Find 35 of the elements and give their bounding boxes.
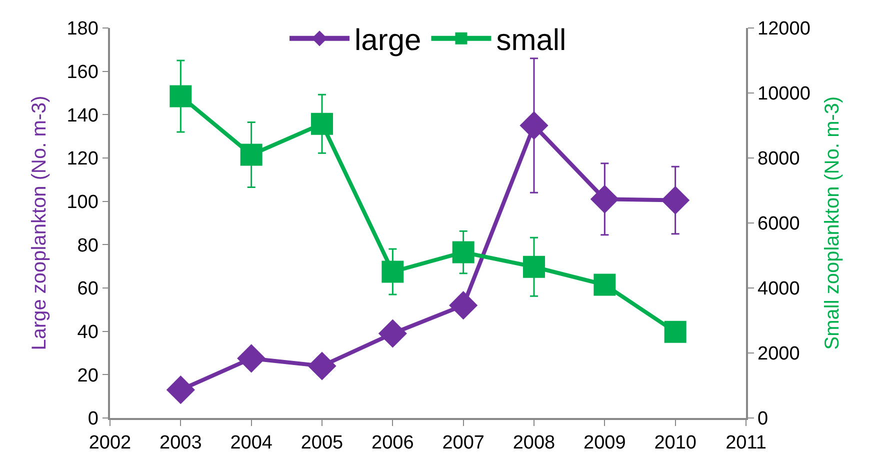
x-tick-label: 2005 bbox=[300, 432, 344, 454]
y2-tick-label: 0 bbox=[758, 408, 768, 430]
y-axis-title: Large zooplankton (No. m-3) bbox=[28, 96, 51, 350]
x-tick-label: 2004 bbox=[230, 432, 273, 454]
x-tick-label: 2006 bbox=[372, 432, 414, 454]
x-tick-label: 2003 bbox=[160, 432, 202, 454]
y2-tick-label: 10000 bbox=[758, 84, 810, 105]
legend-label: small bbox=[496, 24, 566, 58]
y-tick-label: 100 bbox=[66, 192, 98, 213]
x-tick-label: 2009 bbox=[584, 432, 626, 454]
point bbox=[170, 85, 192, 108]
point bbox=[664, 320, 686, 343]
y-tick-label: 180 bbox=[66, 18, 98, 40]
y-tick-label: 40 bbox=[77, 322, 98, 343]
y2-tick-label: 2000 bbox=[758, 344, 800, 365]
point bbox=[166, 376, 195, 404]
y2-tick-label: 6000 bbox=[758, 214, 800, 235]
point bbox=[661, 186, 690, 215]
y-tick-label: 0 bbox=[88, 408, 98, 430]
y-tick-label: 160 bbox=[66, 62, 98, 83]
x-tick-label: 2002 bbox=[88, 432, 132, 454]
legend-label: large bbox=[354, 24, 422, 58]
y-tick-label: 20 bbox=[77, 365, 98, 386]
x-tick-label: 2008 bbox=[512, 432, 556, 454]
y2-tick-label: 8000 bbox=[758, 148, 800, 170]
x-tick-label: 2007 bbox=[442, 432, 484, 454]
y2-tick-label: 12000 bbox=[758, 18, 810, 40]
x-tick-label: 2011 bbox=[726, 432, 766, 454]
y-tick-label: 120 bbox=[66, 148, 98, 170]
x-tick-label: 2010 bbox=[654, 432, 696, 454]
y-tick-label: 140 bbox=[66, 105, 98, 126]
y-tick-label: 80 bbox=[77, 235, 98, 256]
y2-axis-title: Small zooplankton (No. m-3) bbox=[821, 96, 844, 350]
y-tick-label: 60 bbox=[77, 278, 98, 300]
y2-tick-label: 4000 bbox=[758, 278, 800, 300]
